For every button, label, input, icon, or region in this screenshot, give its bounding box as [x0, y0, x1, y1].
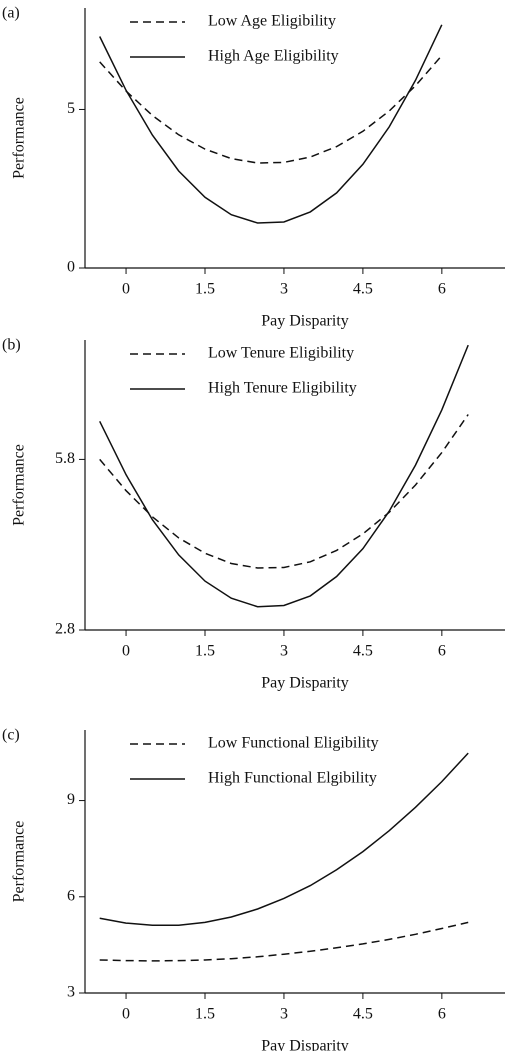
x-tick-label: 4.5 [353, 643, 373, 660]
y-tick-label: 9 [67, 791, 75, 808]
x-tick-label: 6 [438, 281, 446, 298]
x-tick-label: 1.5 [195, 643, 215, 660]
panel-label: (b) [2, 337, 21, 354]
x-tick-label: 1.5 [195, 1006, 215, 1023]
x-axis-label: Pay Disparity [261, 313, 349, 330]
x-tick-label: 1.5 [195, 281, 215, 298]
y-tick-label: 6 [67, 887, 75, 904]
series-line [99, 921, 469, 962]
y-axis-label: Performance [11, 97, 28, 179]
x-tick-label: 4.5 [353, 281, 373, 298]
x-tick-label: 0 [122, 1006, 130, 1023]
legend-label: Low Functional Eligibility [208, 735, 379, 752]
x-tick-label: 3 [280, 643, 288, 660]
x-tick-label: 6 [438, 643, 446, 660]
series-line [99, 414, 469, 569]
y-tick-label: 2.8 [55, 621, 75, 638]
x-tick-label: 3 [280, 1006, 288, 1023]
y-tick-label: 5 [67, 100, 75, 117]
legend-label: Low Tenure Eligibility [208, 345, 354, 362]
x-tick-label: 4.5 [353, 1006, 373, 1023]
legend-label: High Tenure Eligibility [208, 380, 357, 397]
y-tick-label: 5.8 [55, 450, 75, 467]
legend-label: Low Age Eligibility [208, 13, 336, 30]
panel-label: (a) [2, 5, 20, 22]
x-axis-label: Pay Disparity [261, 675, 349, 692]
series-line [99, 344, 469, 608]
series-line [99, 752, 469, 927]
panel-label: (c) [2, 727, 20, 744]
x-tick-label: 6 [438, 1006, 446, 1023]
y-tick-label: 0 [67, 259, 75, 276]
x-tick-label: 0 [122, 643, 130, 660]
legend-label: High Functional Elgibility [208, 770, 377, 787]
legend-label: High Age Eligibility [208, 48, 339, 65]
x-axis-label: Pay Disparity [261, 1038, 349, 1051]
y-tick-label: 3 [67, 984, 75, 1001]
y-axis-label: Performance [11, 444, 28, 526]
series-line [99, 24, 443, 224]
x-tick-label: 0 [122, 281, 130, 298]
y-axis-label: Performance [11, 821, 28, 903]
x-tick-label: 3 [280, 281, 288, 298]
series-line [99, 55, 443, 164]
